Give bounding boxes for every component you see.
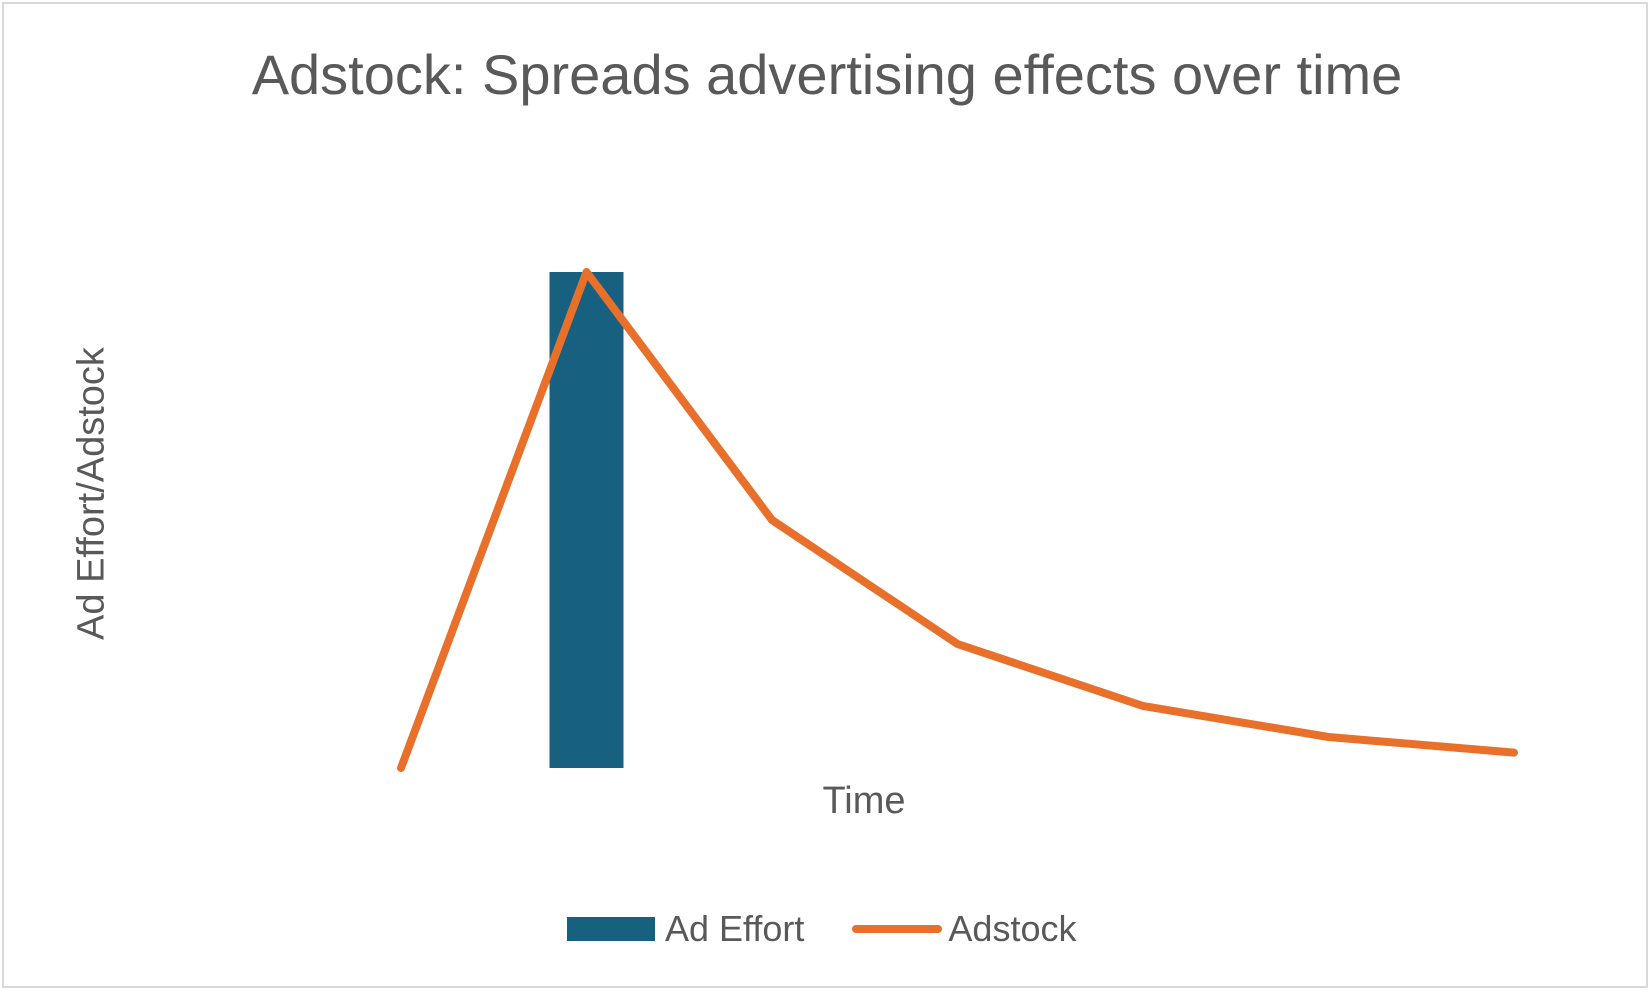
- legend-swatch-ad-effort: [567, 917, 655, 941]
- legend-item-adstock: Adstock: [804, 908, 1076, 950]
- legend-item-ad-effort: Ad Effort: [567, 908, 804, 950]
- x-axis-title: Time: [822, 780, 906, 822]
- bar-ad-effort-1: [549, 272, 624, 768]
- legend-swatch-adstock: [852, 925, 943, 933]
- chart-title: Adstock: Spreads advertising effects ove…: [251, 43, 1403, 106]
- legend-label-adstock: Adstock: [948, 908, 1077, 949]
- line-adstock: [397, 268, 1518, 772]
- plot-area: [397, 268, 1518, 772]
- legend: Ad Effort Adstock: [567, 906, 1076, 952]
- legend-label-ad-effort: Ad Effort: [665, 908, 805, 949]
